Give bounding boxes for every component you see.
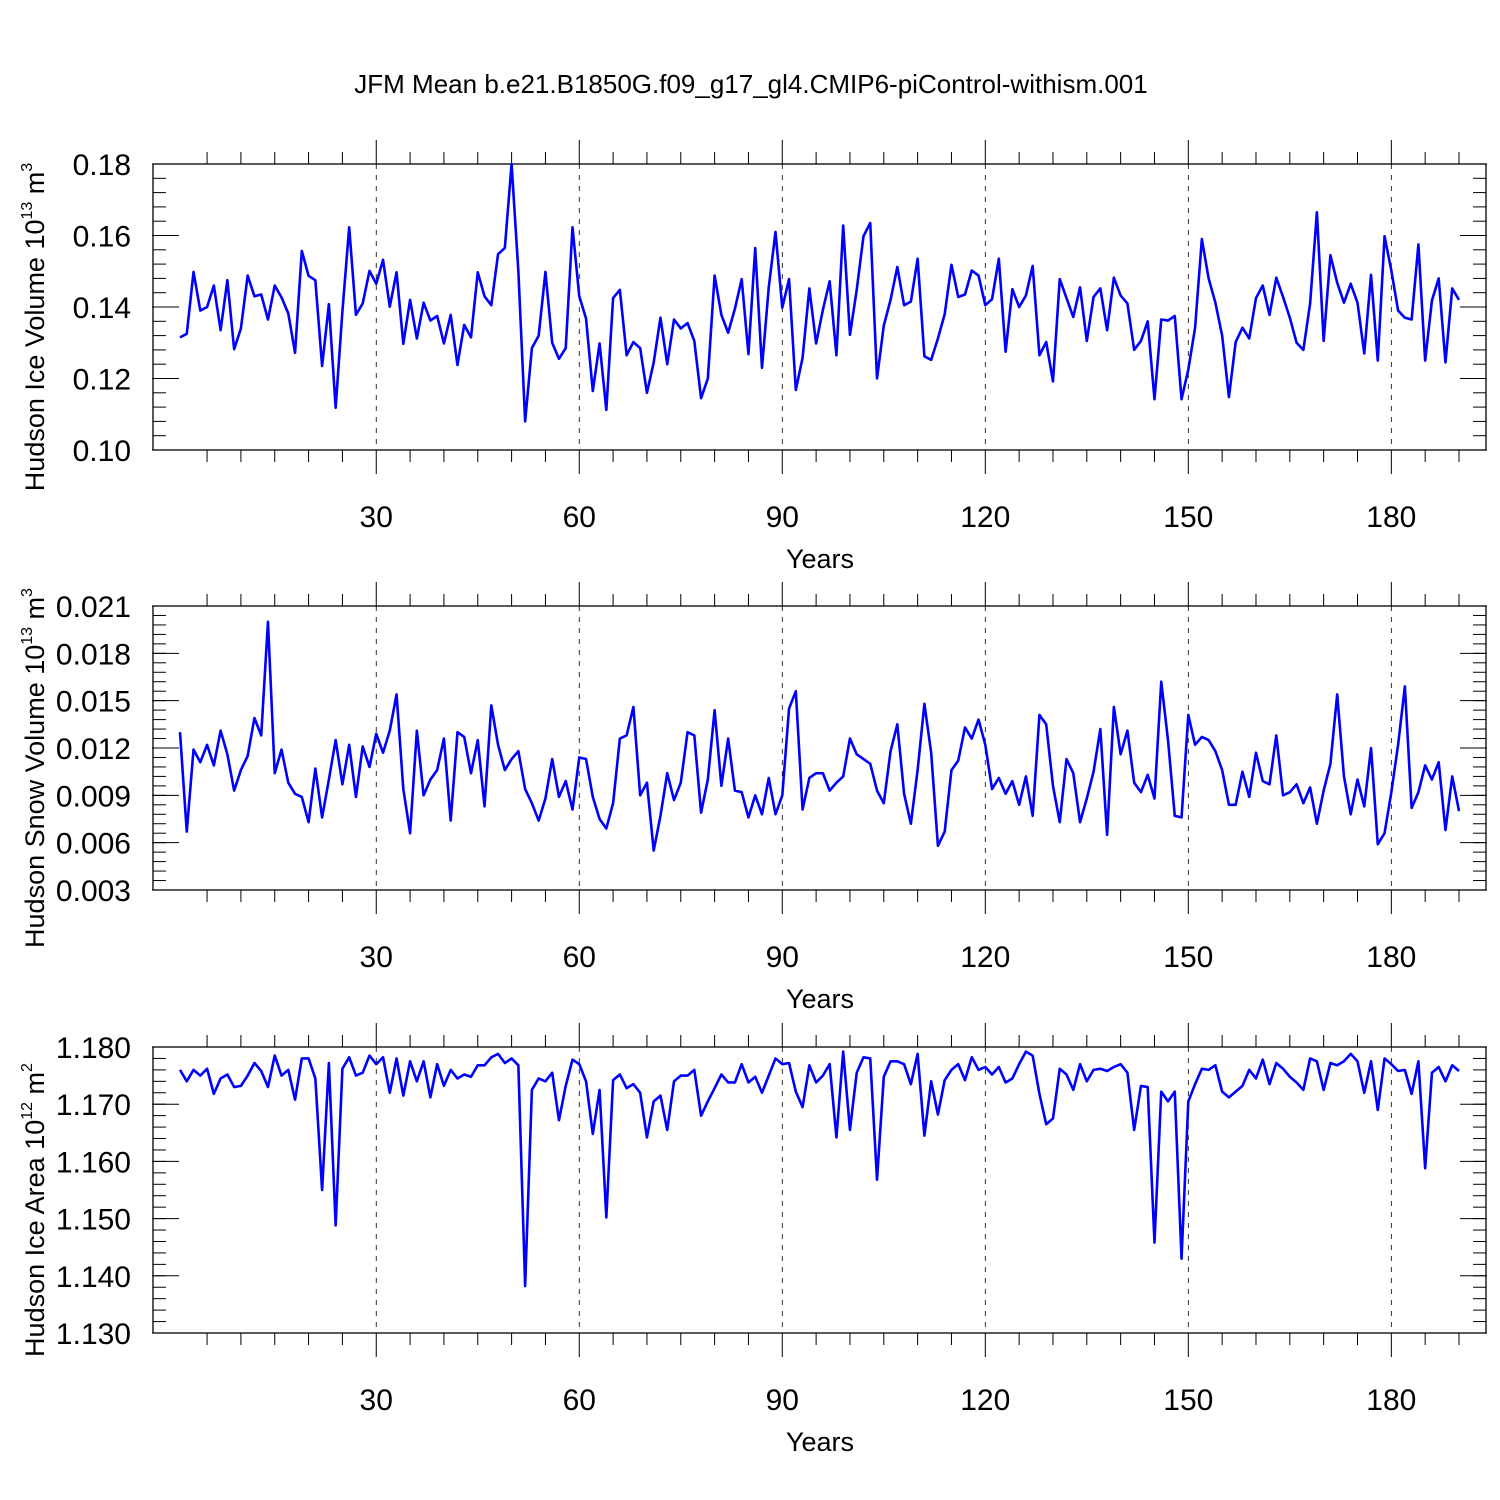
y-tick-label: 0.003 <box>56 875 131 908</box>
x-tick-label: 120 <box>960 501 1010 534</box>
y-tick-label: 0.021 <box>56 591 131 624</box>
x-tick-label: 150 <box>1163 501 1213 534</box>
plot-frame <box>152 605 1487 891</box>
y-tick-label: 0.10 <box>73 435 131 468</box>
y-tick-label: 0.015 <box>56 686 131 719</box>
y-tick-label: 0.12 <box>73 364 131 397</box>
x-axis-title: Years <box>786 544 854 574</box>
y-tick-label: 0.018 <box>56 638 131 671</box>
panel-2: 0.003 0.006 0.009 0.012 0.015 0.018 0.021 30 60 9… <box>19 582 1487 1014</box>
y-axis-title: Hudson Ice Area 1012 m2 <box>19 1063 50 1357</box>
x-tick-label: 30 <box>360 941 393 974</box>
x-tick-label: 120 <box>960 941 1010 974</box>
y-tick-label: 0.009 <box>56 780 131 813</box>
x-tick-label: 180 <box>1366 1384 1416 1417</box>
panel-1: 0.10 0.12 0.14 0.16 0.18 30 60 90 120 150 180 Years… <box>19 140 1487 574</box>
x-tick-label: 30 <box>360 1384 393 1417</box>
series-line <box>178 1050 1460 1288</box>
x-tick-label: 60 <box>563 501 596 534</box>
plot-frame <box>152 1046 1487 1334</box>
y-tick-label: 0.18 <box>73 149 131 182</box>
x-tick-label: 150 <box>1163 941 1213 974</box>
y-axis-title: Hudson Ice Volume 1013 m3 <box>19 163 50 491</box>
y-tick-label: 1.150 <box>56 1204 131 1237</box>
x-tick-label: 30 <box>360 501 393 534</box>
y-tick-label: 0.006 <box>56 828 131 861</box>
y-tick-label: 1.170 <box>56 1089 131 1122</box>
x-tick-label: 120 <box>960 1384 1010 1417</box>
y-tick-label: 1.140 <box>56 1261 131 1294</box>
x-tick-label: 90 <box>766 501 799 534</box>
y-tick-label: 1.160 <box>56 1146 131 1179</box>
y-tick-label: 0.16 <box>73 221 131 254</box>
x-tick-label: 60 <box>563 1384 596 1417</box>
x-tick-label: 90 <box>766 1384 799 1417</box>
x-axis-title: Years <box>786 984 854 1014</box>
series-line <box>178 620 1461 852</box>
y-tick-label: 1.130 <box>56 1318 131 1351</box>
panels: 0.10 0.12 0.14 0.16 0.18 30 60 90 120 150 180 Years… <box>19 140 1487 1457</box>
y-tick-label: 1.180 <box>56 1032 131 1065</box>
x-tick-label: 180 <box>1366 501 1416 534</box>
figure-title: JFM Mean b.e21.B1850G.f09_g17_gl4.CMIP6-… <box>354 69 1147 99</box>
y-tick-label: 0.14 <box>73 292 131 325</box>
x-axis-title: Years <box>786 1427 854 1457</box>
panel-3: 1.130 1.140 1.150 1.160 1.170 1.180 30 60 90 120 1… <box>19 1023 1487 1457</box>
x-tick-label: 150 <box>1163 1384 1213 1417</box>
y-tick-label: 0.012 <box>56 733 131 766</box>
x-tick-label: 90 <box>766 941 799 974</box>
x-tick-label: 60 <box>563 941 596 974</box>
x-tick-label: 180 <box>1366 941 1416 974</box>
y-axis-title: Hudson Snow Volume 1013 m3 <box>19 588 50 948</box>
series-line <box>179 162 1461 423</box>
